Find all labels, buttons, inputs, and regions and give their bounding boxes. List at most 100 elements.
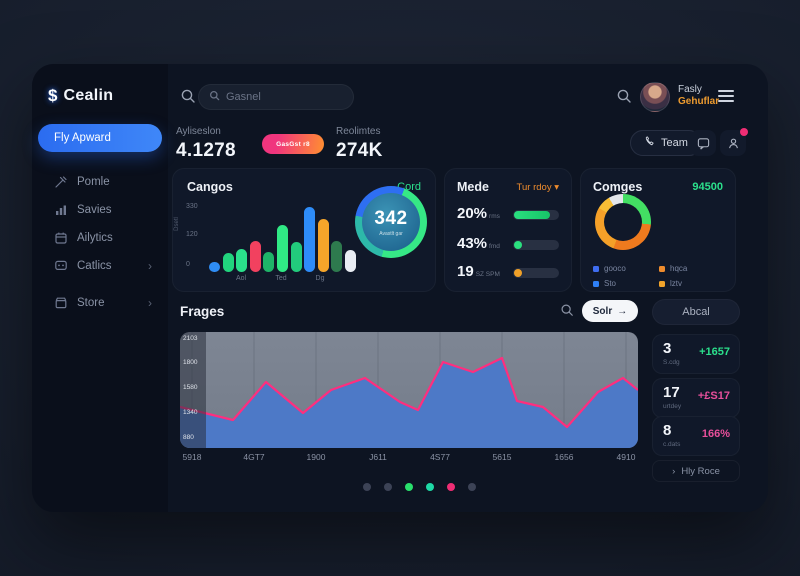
abcal-tab[interactable]: Abcal — [652, 299, 740, 325]
area-xtick: 1900 — [306, 452, 326, 462]
mede-value: 19 — [457, 263, 474, 280]
day-dropdown[interactable]: Tur rdoy ▾ — [517, 182, 559, 193]
donut-value: 342 — [374, 207, 408, 229]
bar-ytick: 120 — [186, 231, 198, 238]
gradient-badge[interactable]: GasGst r8 — [262, 134, 324, 154]
search-icon[interactable] — [180, 88, 196, 104]
bar-xtick: Ted — [275, 275, 287, 282]
hly-roce-button[interactable]: › Hly Roce — [652, 460, 740, 482]
chat-icon — [54, 259, 68, 273]
stat-label: Ayliseslon — [176, 126, 221, 137]
legend-item: hqca — [659, 264, 687, 273]
bar — [331, 241, 343, 272]
user-last-name: Gehuflar — [678, 96, 720, 107]
menu-icon[interactable] — [718, 90, 734, 105]
right-stat-card[interactable]: 8 c.dats 166% — [652, 416, 740, 456]
progress-track[interactable] — [513, 210, 559, 220]
card-title: Comges — [593, 180, 643, 194]
sidebar-item-fly-apward[interactable]: Fly Apward — [38, 124, 162, 152]
sidebar-item-pomle[interactable]: Pomle — [38, 168, 162, 196]
legend-item: lztv — [659, 279, 682, 288]
legend-swatch — [593, 265, 599, 272]
store-icon — [54, 296, 68, 310]
search-icon[interactable] — [560, 303, 574, 317]
cangos-donut-chart: 342 Avastlt gar — [355, 186, 427, 258]
area-xtick: 5918 — [182, 452, 202, 462]
stat-label: Reolimtes — [336, 126, 381, 137]
user-avatar[interactable] — [640, 82, 670, 112]
area-xtick: 4S77 — [430, 452, 450, 462]
area-ytick: 1800 — [183, 359, 198, 366]
donut-center: 342 Avastlt gar — [362, 193, 420, 251]
bar — [304, 207, 316, 272]
right-stat-label: c.dats — [663, 441, 681, 448]
solr-button-label: Solr — [592, 305, 613, 317]
bar — [277, 225, 288, 272]
legend-item: gooco — [593, 264, 626, 273]
section-title: Frages — [180, 304, 225, 319]
mede-row: 20% rms — [457, 205, 559, 225]
calendar-icon — [54, 231, 68, 245]
mede-value: 20% — [457, 205, 488, 222]
mede-row: 43% fmd — [457, 235, 559, 255]
sidebar-item-catlics[interactable]: Catlics › — [38, 252, 162, 280]
solr-button[interactable]: Solr → — [582, 300, 638, 322]
chart-icon — [54, 203, 68, 217]
bar — [249, 241, 261, 272]
legend-label: gooco — [604, 264, 626, 273]
phone-icon — [644, 136, 655, 150]
right-stat-card[interactable]: 17 urtdey +£S17 — [652, 378, 740, 418]
pagination-dot[interactable] — [447, 483, 455, 491]
pagination-dot[interactable] — [384, 483, 392, 491]
team-button-label: Team — [661, 137, 688, 149]
tools-icon — [54, 175, 68, 189]
stat-value: 4.1278 — [176, 140, 236, 161]
search-icon — [209, 88, 220, 106]
progress-fill — [514, 211, 551, 219]
pagination-dots[interactable] — [363, 483, 476, 491]
donut-hole — [604, 203, 642, 241]
user-first-name: Fasly — [678, 84, 702, 95]
pagination-dot[interactable] — [405, 483, 413, 491]
pagination-dot[interactable] — [363, 483, 371, 491]
dollar-logo-icon: $ — [48, 86, 58, 105]
sidebar-item-store[interactable]: Store › — [38, 289, 162, 317]
arrow-right-icon: → — [617, 305, 628, 317]
chevron-down-icon: ▾ — [554, 182, 559, 193]
bar-xtick: Dg — [315, 275, 325, 282]
sidebar-item-ailytics[interactable]: Ailytics — [38, 224, 162, 252]
search-input-wrap[interactable] — [198, 84, 354, 110]
right-stat-value: 3 — [663, 340, 672, 357]
right-stat-card[interactable]: 3 S.cdg +1657 — [652, 334, 740, 374]
area-chart: 2103 1800 1580 1340 880 — [180, 332, 638, 448]
sidebar-item-label: Fly Apward — [54, 132, 111, 144]
search-input[interactable] — [226, 91, 336, 103]
area-ytick: 1340 — [183, 409, 198, 416]
donut-sublabel: Avastlt gar — [379, 230, 403, 237]
area-ytick: 2103 — [183, 335, 198, 342]
pagination-dot[interactable] — [426, 483, 434, 491]
bar — [209, 262, 220, 272]
notifications-button[interactable] — [720, 128, 748, 156]
comges-total: 94500 — [692, 181, 723, 193]
dropdown-label: Tur rdoy — [516, 182, 552, 193]
sidebar-nav: Fly Apward Pomle Savies Ailytics Catlics › Sto… — [38, 124, 162, 317]
search-icon[interactable] — [616, 88, 632, 104]
legend-label: Sto — [604, 279, 617, 288]
hly-roce-label: Hly Roce — [681, 465, 720, 477]
chevron-right-icon: › — [672, 465, 676, 477]
app-logo[interactable]: $ Cealin — [48, 86, 113, 106]
pagination-dot[interactable] — [468, 483, 476, 491]
right-stat-value: 8 — [663, 422, 672, 439]
sidebar-item-savies[interactable]: Savies — [38, 196, 162, 224]
team-button[interactable]: Team — [630, 130, 702, 156]
user-name[interactable]: Fasly Gehuflar — [678, 84, 719, 108]
chat-button[interactable] — [690, 130, 716, 156]
progress-track[interactable] — [513, 240, 559, 250]
right-stat-delta: +1657 — [699, 346, 730, 358]
bar — [222, 253, 234, 272]
bar-axis-label: Dsetl — [173, 217, 180, 231]
mede-card: Mede Tur rdoy ▾ 20% rms 43% fmd 19 SZ SPM — [444, 168, 572, 292]
right-stat-label: S.cdg — [663, 359, 680, 366]
progress-track[interactable] — [513, 268, 559, 278]
